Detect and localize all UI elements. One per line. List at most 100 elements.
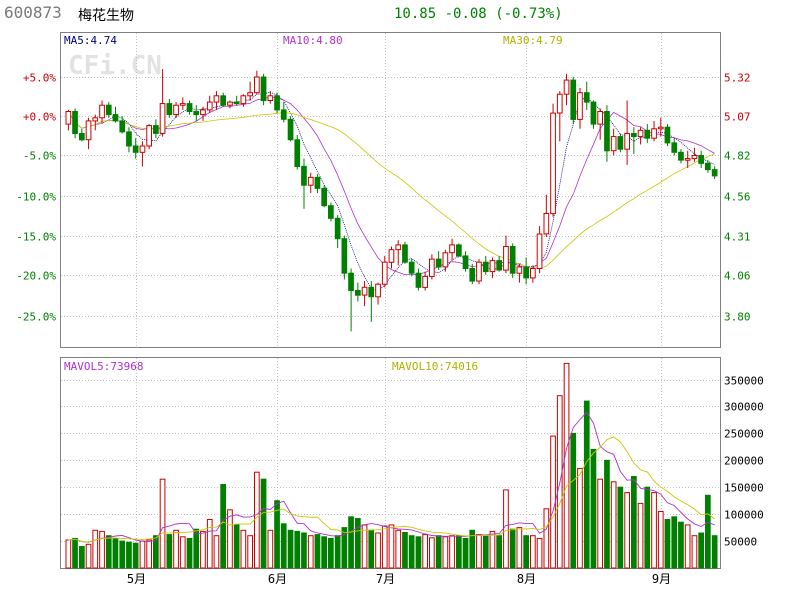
price-change-pct: (-0.73%) <box>495 6 563 22</box>
candle-body <box>247 92 254 97</box>
candle-body <box>166 103 173 116</box>
volume-bar <box>496 535 502 569</box>
volume-bar <box>624 492 630 569</box>
candle-body <box>462 255 469 269</box>
candle-body <box>361 286 368 296</box>
candle-body <box>637 129 644 138</box>
volume-bar <box>200 530 206 569</box>
candle-body <box>274 95 280 111</box>
candle-body <box>388 249 395 263</box>
watermark: CFi.CN <box>68 51 162 81</box>
candle-body <box>678 151 684 161</box>
candle-body <box>684 158 691 161</box>
price-grid <box>61 33 720 347</box>
candle-body <box>469 268 476 282</box>
volume-bar <box>415 536 422 569</box>
volume-bar <box>321 536 327 569</box>
month-label: 7月 <box>376 572 395 586</box>
ma-legend: MA30:4.79 <box>503 34 563 47</box>
volume-bar <box>348 516 354 569</box>
candle-body <box>631 133 637 138</box>
candle-body <box>516 266 523 274</box>
volume-bar <box>429 537 435 569</box>
candle-body <box>449 244 455 254</box>
volume-bar <box>213 535 220 569</box>
volume-bar <box>610 481 617 569</box>
candle-body <box>280 109 287 120</box>
volume-bar <box>375 532 381 569</box>
volume-average-lines <box>68 411 715 543</box>
axis-labels: +5.0% 5.32 +0.0% 5.07 -5.0% 4.82 -10.0% 4.56 -15… <box>16 34 764 586</box>
volume-bar <box>314 534 321 569</box>
candle-body <box>402 244 408 263</box>
right-tick-label: 3.80 <box>724 311 751 324</box>
candle-body <box>186 103 193 112</box>
candle-body <box>429 258 435 277</box>
volume-bar <box>577 467 583 569</box>
volume-tick-label: 200000 <box>724 455 764 468</box>
candle-body <box>395 244 402 251</box>
right-tick-label: 4.82 <box>724 150 751 163</box>
volume-bar <box>274 500 280 569</box>
volume-bar <box>422 534 428 569</box>
candle-body <box>220 95 227 106</box>
volume-legend: MAVOL5:73968 <box>64 360 143 373</box>
candle-body <box>355 290 361 296</box>
left-tick-label: -10.0% <box>16 191 56 204</box>
candle-body <box>233 101 240 105</box>
volume-bar <box>381 525 388 569</box>
month-label: 6月 <box>268 572 287 586</box>
volume-bar <box>119 540 126 569</box>
candle-body <box>132 145 139 153</box>
volume-bar <box>705 494 711 569</box>
volume-bar <box>395 529 402 569</box>
right-tick-label: 4.56 <box>724 191 751 204</box>
candle-body <box>671 142 678 153</box>
volume-bar <box>247 535 254 569</box>
candle-body <box>503 246 509 271</box>
volume-bar <box>361 524 368 569</box>
ma30-line <box>68 111 715 269</box>
volume-bar <box>570 432 577 569</box>
candle-body <box>664 126 671 144</box>
volume-bar <box>657 511 664 569</box>
volume-bar <box>435 535 442 569</box>
candle-body <box>415 272 422 288</box>
right-tick-label: 4.06 <box>724 270 751 283</box>
volume-bar <box>307 535 314 569</box>
candle-body <box>112 114 119 122</box>
volume-tick-label: 100000 <box>724 509 764 522</box>
volume-bar <box>368 529 375 569</box>
candle-body <box>227 101 233 106</box>
volume-tick-label: 50000 <box>724 536 757 549</box>
candle-body <box>442 252 449 268</box>
candle-body <box>610 136 617 152</box>
volume-bar <box>280 523 287 569</box>
volume-bar <box>456 535 462 569</box>
volume-bar <box>240 529 247 569</box>
candle-body <box>617 136 624 150</box>
volume-tick-label: 350000 <box>724 375 764 388</box>
volume-bar <box>233 524 240 569</box>
left-tick-label: +0.0% <box>23 111 56 124</box>
candle-body <box>334 217 341 240</box>
candle-body <box>206 101 213 111</box>
candle-body <box>489 260 496 273</box>
candle-body <box>375 283 381 298</box>
volume-bar <box>583 400 590 569</box>
volume-bar <box>509 528 516 569</box>
candle-body <box>570 79 577 120</box>
candle-body <box>240 95 247 105</box>
left-tick-label: -5.0% <box>23 150 56 163</box>
candle-body <box>328 205 334 219</box>
volume-bar <box>691 535 698 569</box>
candles <box>65 69 718 332</box>
price-panel-frame <box>60 32 721 348</box>
volume-bar <box>536 537 543 569</box>
volume-bar <box>159 478 166 569</box>
volume-bar <box>469 529 476 569</box>
mavol10-line <box>68 436 715 543</box>
volume-bar <box>132 542 139 569</box>
candle-body <box>213 95 220 103</box>
